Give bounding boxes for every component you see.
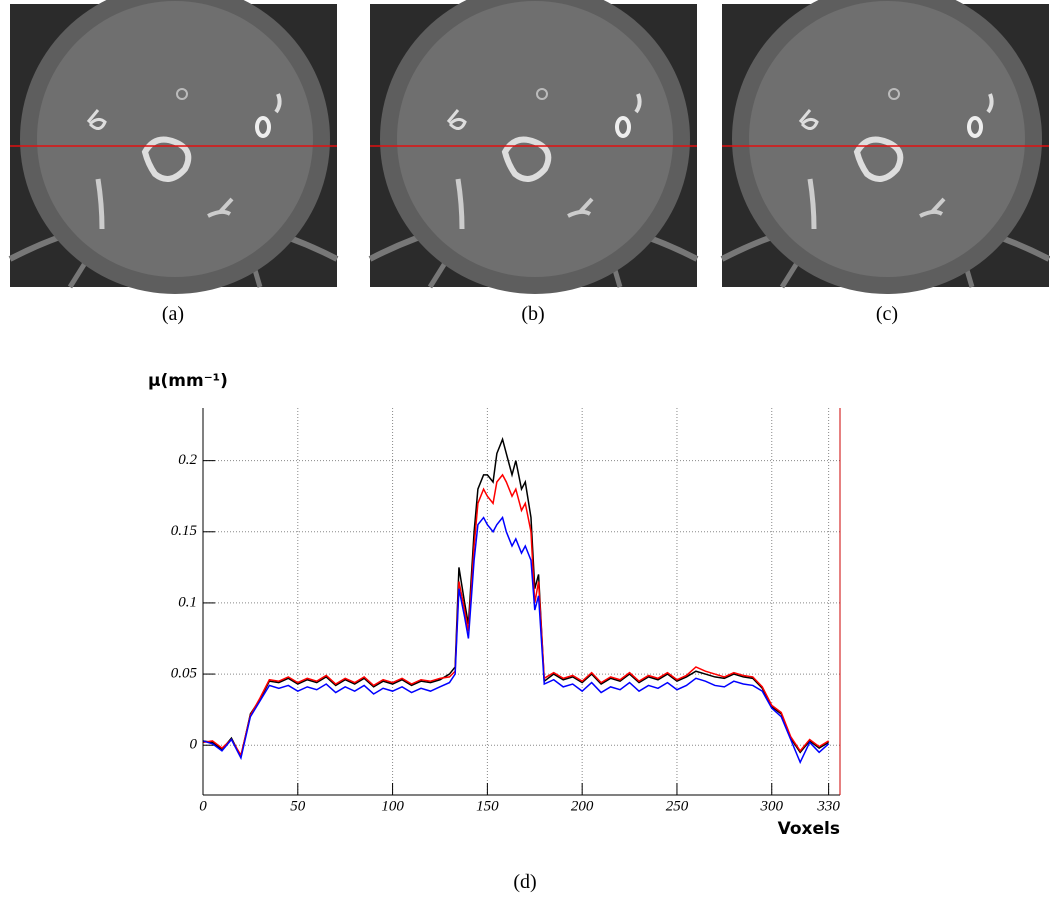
data-line: [202, 436, 830, 759]
x-tick-label: 300: [760, 798, 784, 814]
caption: (a): [162, 303, 184, 325]
x-axis-label: Voxels: [778, 819, 840, 839]
y-tick-label: 0.15: [171, 523, 198, 539]
x-tick-label: 100: [381, 798, 404, 814]
y-axis-label: μ(mm⁻¹): [148, 371, 228, 391]
data-line: [202, 473, 830, 758]
ct-image: [370, 0, 697, 294]
x-tick-label: 200: [571, 798, 594, 814]
y-tick-label: 0.2: [178, 452, 197, 468]
x-tick-label: 50: [290, 798, 306, 814]
x-tick-label: 150: [476, 798, 499, 814]
y-tick-label: 0.05: [171, 666, 198, 682]
ct-image: [722, 0, 1049, 294]
data-line: [202, 515, 830, 765]
caption: (d): [513, 871, 536, 893]
caption: (c): [876, 303, 898, 325]
plot-area: [203, 408, 840, 795]
x-tick-label: 330: [816, 798, 840, 814]
y-tick-label: 0: [190, 737, 198, 753]
x-tick-label: 250: [666, 798, 689, 814]
y-tick-label: 0.1: [178, 594, 197, 610]
ct-image: [10, 0, 337, 294]
x-tick-label: 0: [199, 798, 207, 814]
caption: (b): [521, 303, 544, 325]
